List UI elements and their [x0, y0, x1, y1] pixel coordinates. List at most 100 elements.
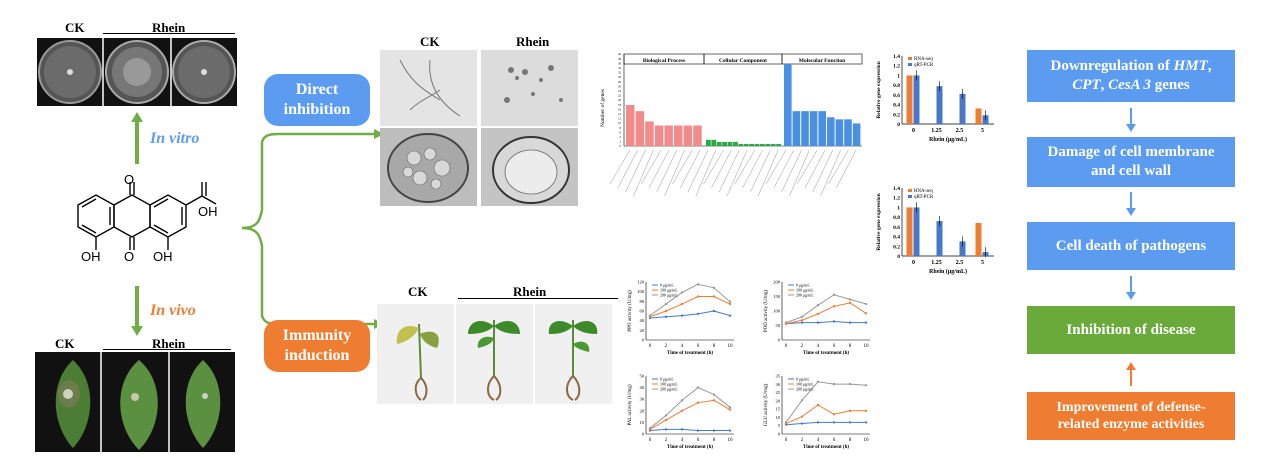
line-point: [696, 401, 700, 404]
line-point: [800, 415, 804, 418]
go-xlabel-mark: [719, 149, 740, 193]
go-ytick: 0: [620, 144, 622, 148]
go-xlabel-mark: [711, 149, 732, 189]
go-bar-cc: [738, 143, 744, 146]
line-ytick: 10: [640, 420, 645, 425]
line-ytick: 30: [776, 382, 781, 387]
o-bottom-label: O: [124, 249, 135, 264]
line-series: [785, 381, 867, 423]
line-ylabel: PAL activity (U/mg): [628, 384, 633, 425]
legend-swatch-qrt: [908, 63, 912, 66]
go-bar-cc: [716, 141, 722, 146]
go-ylabel: Number of genes: [599, 89, 606, 127]
line-point: [696, 386, 700, 389]
line-point: [832, 421, 836, 424]
line-point: [728, 406, 732, 409]
line-point: [816, 304, 820, 307]
line-ytick: 60: [640, 309, 645, 314]
bar-ytick: 0: [897, 254, 900, 260]
line-point: [664, 414, 668, 417]
plant-rhein-underline: [458, 298, 618, 299]
line-xtick: 4: [681, 344, 684, 349]
line-point: [680, 291, 684, 294]
line-point: [680, 399, 684, 402]
bar-category-label: 0: [912, 128, 915, 134]
flow-arrow-3: [1126, 276, 1136, 300]
line-point: [800, 422, 804, 425]
line-point: [816, 421, 820, 424]
bar-qrt-pcr: [913, 75, 920, 124]
go-xlabel-mark: [781, 149, 802, 193]
line-ytick: 0: [642, 338, 645, 343]
micro-ck-cell: [380, 128, 477, 206]
bar-ytick: 1.4: [893, 54, 900, 60]
go-xlabel-mark: [625, 149, 646, 193]
plant-ck-photo: [377, 304, 454, 404]
bar-ytick: 1: [897, 205, 900, 211]
legend-swatch-rna: [908, 57, 912, 60]
bar-ytick: 0.6: [893, 93, 900, 99]
legend-rna-seq: RNA-seq: [914, 57, 933, 62]
go-bar-mf: [852, 123, 861, 146]
flow-arrow-up: [1126, 362, 1136, 386]
go-ytick: 26: [618, 84, 622, 88]
line-xtick: 2: [665, 438, 668, 443]
line-point: [680, 428, 684, 431]
line-point: [728, 300, 732, 303]
go-bar-cc: [770, 143, 776, 146]
go-xlabel-mark: [695, 149, 716, 197]
line-ytick: 35: [776, 374, 781, 379]
immunity-induction-box: Immunity induction: [264, 320, 370, 372]
arrow-down-in-vivo: [131, 286, 143, 336]
flow-step-downregulation: Downregulation of HMT, CPT, CesA 3 genes: [1027, 50, 1235, 102]
line-ytick: 15: [776, 407, 781, 412]
go-section-mf: Molecular Function: [799, 58, 846, 64]
line-xtick: 4: [817, 438, 820, 443]
go-bar-cc: [733, 141, 738, 146]
line-xtick: 8: [713, 438, 716, 443]
rhein-underline-top: [103, 33, 235, 34]
line-point: [816, 321, 820, 324]
line-ytick: 0: [778, 432, 781, 437]
line-point: [696, 283, 700, 286]
line-xtick: 0: [785, 438, 788, 443]
line-ytick: 30: [640, 397, 645, 402]
bar-xlabel: Rhein (μg/mL): [929, 268, 967, 275]
line-series: [785, 404, 866, 425]
line-point: [712, 429, 716, 432]
bar-ytick: 1.2: [893, 196, 900, 202]
line-ytick: 10: [776, 415, 781, 420]
go-xlabel-mark: [789, 149, 810, 197]
line-legend-label: 200 μg/mL: [660, 293, 678, 298]
go-xlabel-mark: [617, 149, 638, 189]
line-point: [664, 418, 668, 422]
line-point: [864, 409, 868, 412]
line-legend-label: 0 μg/mL: [796, 283, 810, 288]
go-xlabel-mark: [734, 149, 755, 185]
line-ytick: 200: [773, 280, 781, 285]
line-ytick: 0: [778, 338, 781, 343]
line-point: [664, 302, 668, 306]
go-xlabel-mark: [664, 149, 685, 197]
flow-step-enzyme: Improvement of defense-related enzyme ac…: [1027, 392, 1235, 440]
go-xlabel-mark: [812, 149, 833, 193]
line-xlabel: Time of treatment (h): [803, 351, 849, 356]
bar-category-label: 2.5: [956, 260, 964, 266]
line-ytick: 100: [773, 309, 781, 314]
go-xlabel-mark: [804, 149, 826, 189]
go-bar-cc: [749, 143, 754, 146]
legend-qrt-pcr: qRT-PCR: [914, 195, 934, 200]
go-bar-bp: [693, 125, 702, 146]
bar-xlabel: Rhein (μg/mL): [929, 136, 967, 143]
petri-dish-graphic: [38, 38, 236, 106]
micro-ck-label: CK: [420, 34, 440, 49]
line-ytick: 25: [776, 390, 781, 395]
micro-ck-hyphae: [380, 50, 477, 126]
bar-category-label: 2.5: [956, 128, 964, 134]
go-bar-bp: [645, 121, 654, 146]
legend-swatch-qrt: [908, 195, 912, 198]
plant-rhein-photo-2: [535, 304, 612, 404]
line-point: [848, 301, 852, 305]
line-point: [664, 428, 668, 431]
line-point: [680, 314, 684, 317]
